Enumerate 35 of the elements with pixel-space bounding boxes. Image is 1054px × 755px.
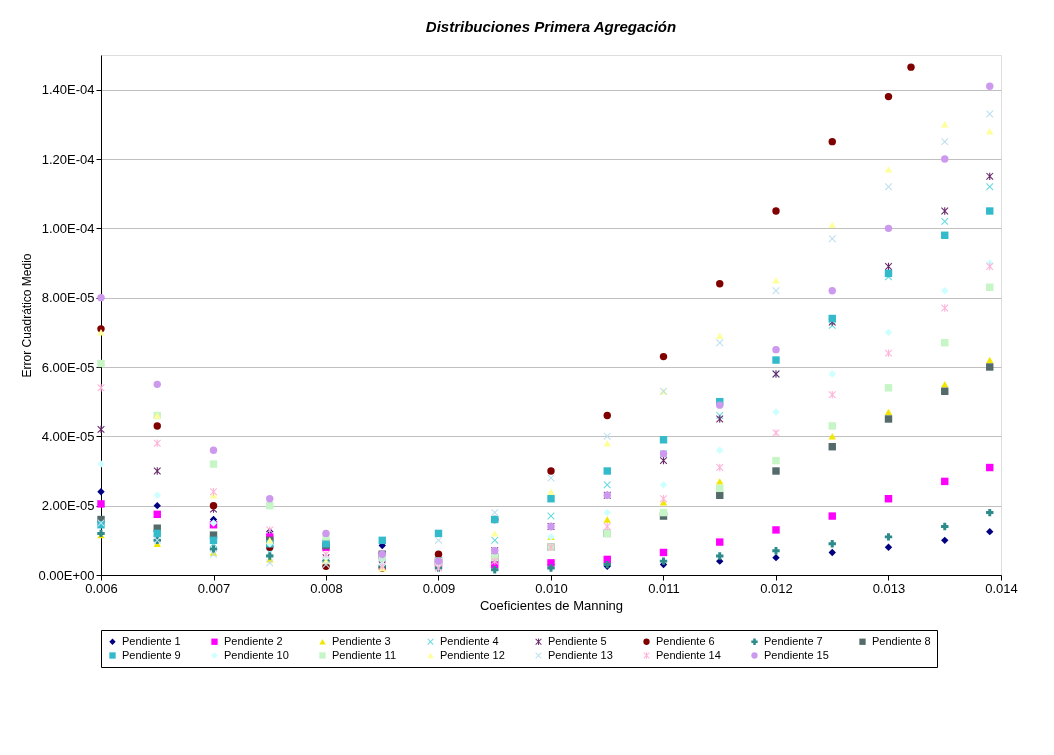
legend-label: Pendiente 4 <box>440 634 499 647</box>
y-tick-label: 1.40E-04 <box>41 82 95 98</box>
x-tick-label: 0.012 <box>760 580 793 596</box>
y-axis-title: Error Cuadrático Medio <box>20 253 35 378</box>
legend-label: Pendiente 14 <box>656 648 721 661</box>
x-tick-label: 0.007 <box>197 580 231 596</box>
x-tick-label: 0.009 <box>422 580 456 596</box>
x-tick-label: 0.014 <box>985 580 1018 596</box>
y-tick-label: 6.00E-05 <box>41 359 95 375</box>
legend-label: Pendiente 2 <box>224 634 283 647</box>
x-tick-label: 0.006 <box>85 580 118 596</box>
legend-label: Pendiente 12 <box>440 648 505 661</box>
legend-label: Pendiente 8 <box>872 634 931 647</box>
legend-label: Pendiente 1 <box>122 634 181 647</box>
y-tick-label: 0.00E+00 <box>38 567 95 583</box>
y-tick-label: 2.00E-05 <box>41 498 95 514</box>
legend-label: Pendiente 11 <box>332 648 397 661</box>
legend-label: Pendiente 9 <box>122 648 181 661</box>
legend-label: Pendiente 10 <box>224 648 289 661</box>
y-tick-label: 1.00E-04 <box>41 220 95 236</box>
x-axis-title: Coeficientes de Manning <box>479 597 624 613</box>
legend-label: Pendiente 3 <box>332 634 391 647</box>
legend-label: Pendiente 5 <box>548 634 607 647</box>
x-tick-label: 0.008 <box>310 580 343 596</box>
legend-label: Pendiente 6 <box>656 634 715 647</box>
x-tick-label: 0.011 <box>648 580 680 596</box>
y-tick-label: 1.20E-04 <box>41 151 95 167</box>
legend-label: Pendiente 7 <box>764 634 823 647</box>
y-tick-label: 4.00E-05 <box>41 428 95 444</box>
x-tick-label: 0.010 <box>535 580 568 596</box>
chart-title: Distribuciones Primera Agregación <box>425 18 677 35</box>
legend-label: Pendiente 13 <box>548 648 613 661</box>
y-tick-label: 8.00E-05 <box>41 290 95 306</box>
x-tick-label: 0.013 <box>872 580 906 596</box>
legend-label: Pendiente 15 <box>764 648 829 661</box>
